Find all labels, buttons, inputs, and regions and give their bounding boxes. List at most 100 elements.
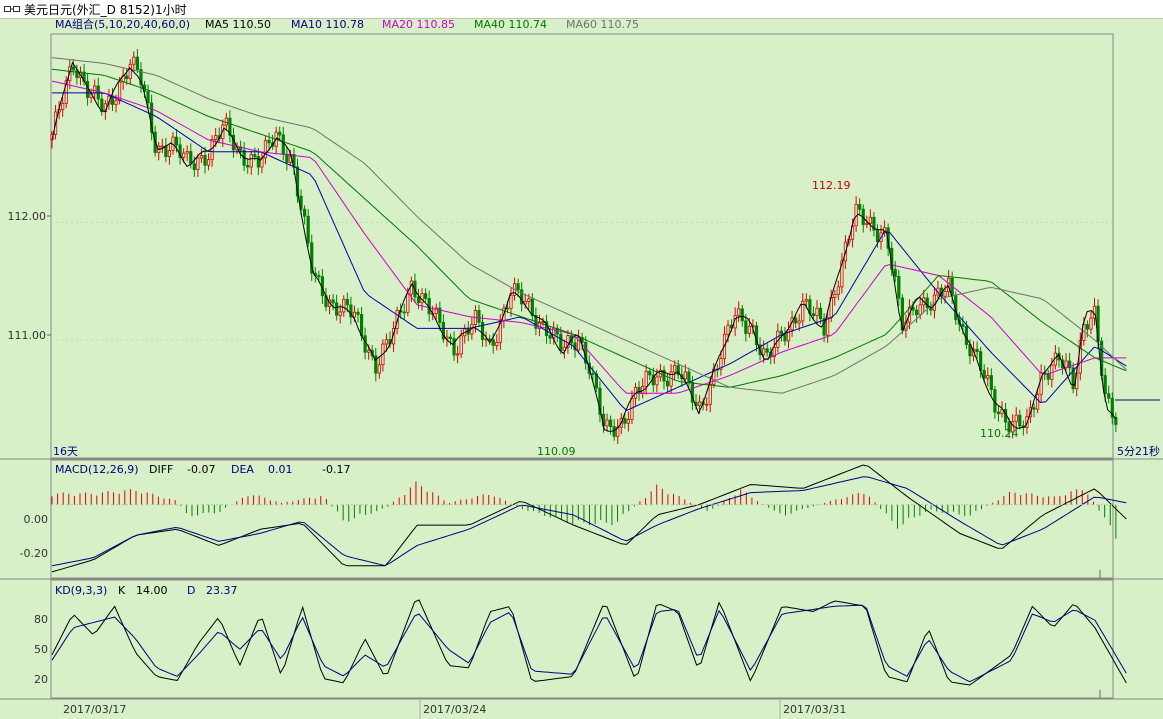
kd-tick-80: 80 bbox=[34, 613, 48, 626]
macd-tick-0: 0.00 bbox=[24, 513, 49, 526]
price-panel-frame bbox=[50, 33, 1114, 459]
candle-body bbox=[836, 286, 840, 295]
ma-line-ma40 bbox=[51, 68, 1127, 388]
window-title: 美元日元(外汇_D 8152)1小时 bbox=[24, 3, 187, 17]
ma-line-ma20 bbox=[51, 80, 1127, 394]
kd-k-line bbox=[51, 599, 1127, 686]
macd-indicator-label: MACD(12,26,9) bbox=[55, 463, 139, 476]
candle-body bbox=[566, 335, 570, 348]
price-indicator-label: MA组合(5,10,20,40,60,0) bbox=[55, 18, 190, 31]
candle-body bbox=[281, 134, 285, 155]
kd-tick-50: 50 bbox=[34, 643, 48, 656]
candle-body bbox=[459, 335, 463, 355]
candle-body bbox=[480, 321, 485, 340]
candle-body bbox=[1071, 367, 1075, 390]
candle-body bbox=[840, 260, 844, 288]
legend-ma10: MA10 110.78 bbox=[291, 18, 364, 31]
legend-ma20: MA20 110.85 bbox=[382, 18, 455, 31]
candle-body bbox=[637, 387, 641, 394]
candle-body bbox=[395, 309, 399, 329]
candle-body bbox=[1114, 416, 1118, 425]
candle-body bbox=[359, 314, 364, 337]
macd-histogram bbox=[51, 481, 1117, 539]
candle-body bbox=[263, 139, 268, 159]
candle-body bbox=[537, 321, 542, 329]
candle-body bbox=[338, 311, 342, 316]
legend-ma40: MA40 110.74 bbox=[474, 18, 547, 31]
candle-body bbox=[189, 151, 193, 165]
candle-body bbox=[100, 98, 104, 113]
candle-body bbox=[623, 418, 627, 424]
chart-area[interactable]: MA组合(5,10,20,40,60,0) MA5 110.50 MA10 110… bbox=[0, 18, 1163, 719]
candle-body bbox=[132, 56, 136, 65]
candle-body bbox=[591, 373, 595, 375]
kd-lines bbox=[51, 599, 1127, 686]
candle-body bbox=[377, 364, 381, 374]
candle-body bbox=[253, 154, 257, 157]
candle-body bbox=[673, 365, 677, 373]
macd-value: -0.17 bbox=[322, 463, 350, 476]
kd-d-line bbox=[51, 604, 1127, 683]
candle-body bbox=[505, 307, 510, 310]
candle-body bbox=[1064, 360, 1068, 369]
candle-body bbox=[125, 75, 129, 80]
candlesticks bbox=[50, 48, 1118, 444]
high-label: 112.19 bbox=[812, 179, 851, 192]
ma-legend: MA5 110.50 MA10 110.78 MA20 110.85 MA40 110… bbox=[205, 18, 639, 31]
candle-body bbox=[648, 370, 652, 376]
candle-body bbox=[367, 349, 371, 353]
candle-body bbox=[818, 307, 823, 320]
low-label-right: 110.24 bbox=[980, 427, 1019, 440]
candle-body bbox=[815, 307, 819, 317]
candle-body bbox=[356, 311, 360, 315]
candle-body bbox=[886, 227, 890, 249]
candle-body bbox=[576, 337, 581, 351]
candle-body bbox=[598, 387, 602, 415]
candle-body bbox=[872, 216, 876, 231]
candle-body bbox=[765, 348, 769, 353]
candle-body bbox=[167, 150, 172, 157]
candle-body bbox=[801, 300, 805, 322]
candle-body bbox=[203, 154, 207, 166]
candle-body bbox=[527, 298, 531, 302]
candle-body bbox=[402, 311, 406, 314]
candle-body bbox=[139, 69, 143, 86]
moving-average-lines bbox=[51, 57, 1127, 432]
candle-body bbox=[1085, 324, 1089, 330]
candle-body bbox=[416, 296, 421, 304]
candle-body bbox=[612, 426, 616, 437]
candle-body bbox=[708, 383, 712, 405]
macd-diff-name: DIFF bbox=[149, 463, 173, 476]
candle-body bbox=[1014, 414, 1018, 423]
candle-body bbox=[246, 165, 250, 168]
days-label: 16天 bbox=[53, 445, 78, 458]
candle-body bbox=[520, 289, 524, 305]
candle-body bbox=[495, 342, 499, 346]
candle-body bbox=[509, 294, 513, 309]
date-tick-0317: 2017/03/17 bbox=[63, 703, 126, 716]
candle-body bbox=[285, 153, 289, 163]
date-tick-0331: 2017/03/31 bbox=[783, 703, 846, 716]
kd-panel-frame bbox=[50, 579, 1114, 699]
candle-body bbox=[1110, 397, 1114, 418]
candle-body bbox=[915, 309, 919, 316]
candle-body bbox=[182, 152, 186, 158]
candle-body bbox=[185, 151, 189, 154]
candle-body bbox=[996, 411, 1001, 415]
candle-body bbox=[206, 159, 211, 166]
candle-body bbox=[488, 338, 492, 341]
candle-body bbox=[192, 163, 196, 170]
candle-body bbox=[135, 56, 139, 70]
candle-body bbox=[150, 102, 154, 133]
candle-body bbox=[762, 348, 766, 356]
candle-body bbox=[794, 317, 798, 324]
candle-body bbox=[199, 154, 204, 159]
candle-body bbox=[986, 375, 990, 379]
candle-body bbox=[335, 302, 339, 316]
kd-k-name: K bbox=[118, 584, 126, 597]
candle-body bbox=[178, 144, 182, 158]
candle-body bbox=[228, 117, 232, 136]
candle-body bbox=[875, 229, 880, 242]
title-bar: 美元日元(外汇_D 8152)1小时 bbox=[0, 0, 1163, 19]
candle-body bbox=[772, 346, 776, 358]
